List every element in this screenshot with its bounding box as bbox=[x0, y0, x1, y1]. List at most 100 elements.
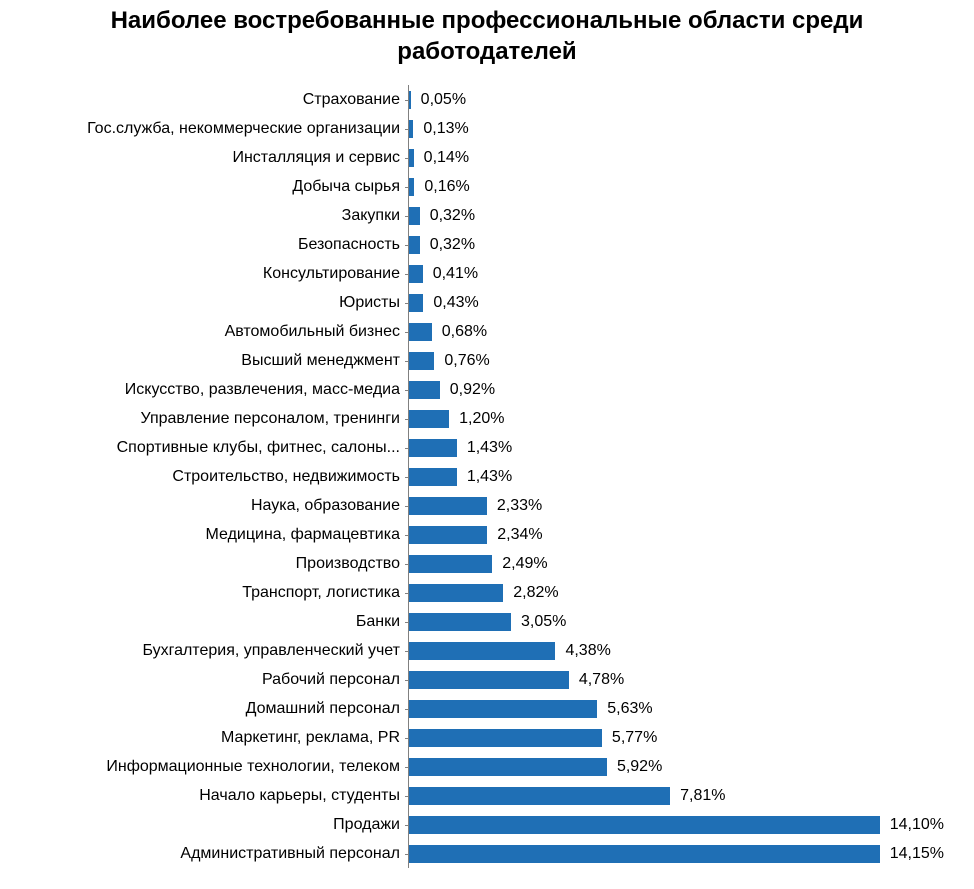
bar bbox=[409, 642, 555, 660]
bar-row: 0,92% bbox=[409, 375, 944, 404]
chart-body: Страхование Гос.служба, некоммерческие ор… bbox=[0, 85, 974, 868]
bar bbox=[409, 294, 423, 312]
bar bbox=[409, 149, 414, 167]
category-label: Закупки bbox=[0, 207, 400, 225]
value-label: 0,68% bbox=[442, 323, 487, 341]
bar-row: 0,14% bbox=[409, 143, 944, 172]
category-label: Производство bbox=[0, 555, 400, 573]
value-label: 1,43% bbox=[467, 439, 512, 457]
value-label: 3,05% bbox=[521, 613, 566, 631]
bar-row: 0,68% bbox=[409, 317, 944, 346]
category-label: Бухгалтерия, управленческий учет bbox=[0, 642, 400, 660]
bar-row: 0,32% bbox=[409, 230, 944, 259]
bar bbox=[409, 120, 413, 138]
labels-column: Страхование Гос.служба, некоммерческие ор… bbox=[0, 85, 408, 868]
bars-column: 0,05%0,13%0,14%0,16%0,32%0,32%0,41%0,43%… bbox=[408, 85, 944, 868]
label-row: Рабочий персонал bbox=[0, 665, 400, 694]
bar-row: 2,34% bbox=[409, 520, 944, 549]
bar-row: 0,43% bbox=[409, 288, 944, 317]
bar-row: 0,05% bbox=[409, 85, 944, 114]
label-row: Банки bbox=[0, 607, 400, 636]
label-row: Продажи bbox=[0, 810, 400, 839]
value-label: 0,13% bbox=[423, 120, 468, 138]
value-label: 0,92% bbox=[450, 381, 495, 399]
value-label: 0,14% bbox=[424, 149, 469, 167]
category-label: Управление персоналом, тренинги bbox=[0, 410, 400, 428]
label-row: Высший менеджмент bbox=[0, 346, 400, 375]
category-label: Высший менеджмент bbox=[0, 352, 400, 370]
bar-row: 5,63% bbox=[409, 694, 944, 723]
category-label: Страхование bbox=[0, 91, 400, 109]
bar bbox=[409, 845, 880, 863]
bar bbox=[409, 555, 492, 573]
bar bbox=[409, 729, 602, 747]
value-label: 14,10% bbox=[890, 816, 944, 834]
label-row: Безопасность bbox=[0, 230, 400, 259]
label-row: Закупки bbox=[0, 201, 400, 230]
value-label: 0,41% bbox=[433, 265, 478, 283]
value-label: 0,76% bbox=[444, 352, 489, 370]
bar bbox=[409, 526, 487, 544]
category-label: Наука, образование bbox=[0, 497, 400, 515]
value-label: 1,43% bbox=[467, 468, 512, 486]
bar bbox=[409, 410, 449, 428]
category-label: Начало карьеры, студенты bbox=[0, 787, 400, 805]
bar bbox=[409, 613, 511, 631]
label-row: Строительство, недвижимость bbox=[0, 462, 400, 491]
category-label: Банки bbox=[0, 613, 400, 631]
value-label: 0,32% bbox=[430, 236, 475, 254]
bar bbox=[409, 323, 432, 341]
bar bbox=[409, 207, 420, 225]
label-row: Инсталляция и сервис bbox=[0, 143, 400, 172]
bar-row: 0,16% bbox=[409, 172, 944, 201]
label-row: Транспорт, логистика bbox=[0, 578, 400, 607]
value-label: 5,77% bbox=[612, 729, 657, 747]
bar bbox=[409, 178, 414, 196]
label-row: Наука, образование bbox=[0, 491, 400, 520]
label-row: Домашний персонал bbox=[0, 694, 400, 723]
bar-row: 4,78% bbox=[409, 665, 944, 694]
category-label: Рабочий персонал bbox=[0, 671, 400, 689]
value-label: 7,81% bbox=[680, 787, 725, 805]
bar-row: 2,33% bbox=[409, 491, 944, 520]
bar bbox=[409, 381, 440, 399]
category-label: Искусство, развлечения, масс-медиа bbox=[0, 381, 400, 399]
chart-container: Наиболее востребованные профессиональные… bbox=[0, 0, 974, 889]
bar-row: 2,82% bbox=[409, 578, 944, 607]
category-label: Добыча сырья bbox=[0, 178, 400, 196]
category-label: Строительство, недвижимость bbox=[0, 468, 400, 486]
label-row: Добыча сырья bbox=[0, 172, 400, 201]
bar-row: 0,13% bbox=[409, 114, 944, 143]
bar-row: 2,49% bbox=[409, 549, 944, 578]
bar-row: 4,38% bbox=[409, 636, 944, 665]
label-row: Юристы bbox=[0, 288, 400, 317]
label-row: Информационные технологии, телеком bbox=[0, 752, 400, 781]
label-row: Спортивные клубы, фитнес, салоны... bbox=[0, 433, 400, 462]
label-row: Начало карьеры, студенты bbox=[0, 781, 400, 810]
category-label: Административный персонал bbox=[0, 845, 400, 863]
value-label: 4,38% bbox=[565, 642, 610, 660]
value-label: 2,34% bbox=[497, 526, 542, 544]
label-row: Гос.служба, некоммерческие организации bbox=[0, 114, 400, 143]
value-label: 2,49% bbox=[502, 555, 547, 573]
bar bbox=[409, 787, 670, 805]
category-label: Консультирование bbox=[0, 265, 400, 283]
bar-row: 1,43% bbox=[409, 433, 944, 462]
category-label: Маркетинг, реклама, PR bbox=[0, 729, 400, 747]
bar bbox=[409, 352, 434, 370]
label-row: Маркетинг, реклама, PR bbox=[0, 723, 400, 752]
bar-row: 1,43% bbox=[409, 462, 944, 491]
bar bbox=[409, 671, 569, 689]
category-label: Юристы bbox=[0, 294, 400, 312]
value-label: 4,78% bbox=[579, 671, 624, 689]
bar bbox=[409, 584, 503, 602]
bar bbox=[409, 236, 420, 254]
category-label: Спортивные клубы, фитнес, салоны... bbox=[0, 439, 400, 457]
category-label: Безопасность bbox=[0, 236, 400, 254]
bar-row: 5,77% bbox=[409, 723, 944, 752]
category-label: Транспорт, логистика bbox=[0, 584, 400, 602]
bar bbox=[409, 265, 423, 283]
label-row: Бухгалтерия, управленческий учет bbox=[0, 636, 400, 665]
chart-title: Наиболее востребованные профессиональные… bbox=[0, 0, 974, 85]
label-row: Автомобильный бизнес bbox=[0, 317, 400, 346]
